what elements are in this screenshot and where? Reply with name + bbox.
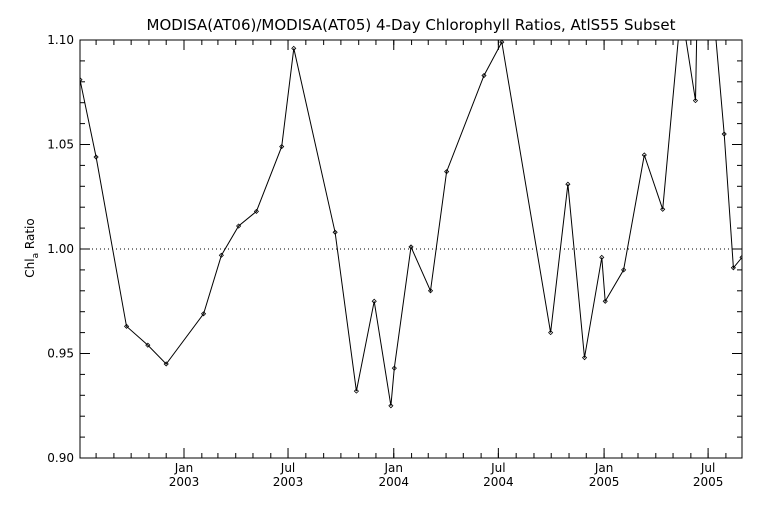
data-point [499, 40, 505, 45]
data-point [388, 403, 394, 409]
y-tick-label: 1.00 [47, 242, 74, 256]
data-point [93, 154, 99, 160]
data-point [391, 365, 397, 371]
x-tick-label-year: 2005 [693, 475, 724, 489]
data-point [548, 330, 554, 336]
data-point [253, 208, 259, 214]
data-point [730, 265, 736, 271]
data-point [599, 254, 605, 260]
data-point [408, 244, 414, 250]
x-tick-label-year: 2003 [169, 475, 200, 489]
x-tick-label-month: Jul [280, 461, 295, 475]
y-axis-label-rest: Ratio [23, 218, 37, 253]
data-point [145, 342, 151, 348]
data-point [291, 45, 297, 51]
x-tick-label-month: Jan [384, 461, 404, 475]
y-tick-label: 0.95 [47, 347, 74, 361]
data-point [200, 311, 207, 317]
data-point [602, 298, 608, 304]
data-point [163, 361, 169, 367]
data-point [80, 77, 83, 83]
x-tick-label-year: 2005 [589, 475, 620, 489]
x-tick-label-year: 2004 [483, 475, 514, 489]
y-axis-label: Chla Ratio [23, 218, 41, 277]
data-point [123, 323, 130, 329]
data-point [679, 7, 683, 11]
series-line [80, 40, 742, 406]
data-point [641, 152, 647, 158]
data-point [332, 229, 338, 235]
x-tick-label-month: Jul [490, 461, 505, 475]
y-axis-label-subscript: a [31, 253, 41, 259]
data-point [695, 7, 699, 11]
data-point [218, 252, 224, 258]
y-axis-label-main: Chl [23, 258, 37, 277]
data-point [565, 181, 571, 187]
data-point [353, 388, 359, 394]
data-point [581, 355, 588, 361]
data-point [481, 72, 487, 79]
chart-title: MODISA(AT06)/MODISA(AT05) 4-Day Chloroph… [147, 16, 676, 34]
data-point [236, 223, 242, 229]
x-tick-label-month: Jan [174, 461, 194, 475]
x-tick-label-month: Jan [594, 461, 614, 475]
data-point [427, 288, 434, 294]
data-point [371, 298, 377, 304]
data-point [721, 131, 727, 137]
x-tick-label-month: Jul [700, 461, 715, 475]
data-point [711, 7, 715, 11]
y-tick-label: 0.90 [47, 451, 74, 465]
series-group [80, 7, 742, 409]
x-axis: Jan2003Jul2003Jan2004Jul2004Jan2005Jul20… [95, 40, 727, 489]
y-axis: 0.90 0.95 1.00 1.05 1.10 [47, 33, 742, 465]
y-tick-label: 1.05 [47, 138, 74, 152]
y-tick-label: 1.10 [47, 33, 74, 47]
data-point [739, 254, 742, 260]
data-point [692, 98, 699, 104]
x-tick-label-year: 2003 [273, 475, 304, 489]
x-tick-label-year: 2004 [378, 475, 409, 489]
data-point [279, 144, 285, 150]
data-point [444, 169, 450, 175]
data-point [660, 206, 666, 212]
data-point [621, 267, 627, 273]
plot-area [79, 7, 743, 459]
